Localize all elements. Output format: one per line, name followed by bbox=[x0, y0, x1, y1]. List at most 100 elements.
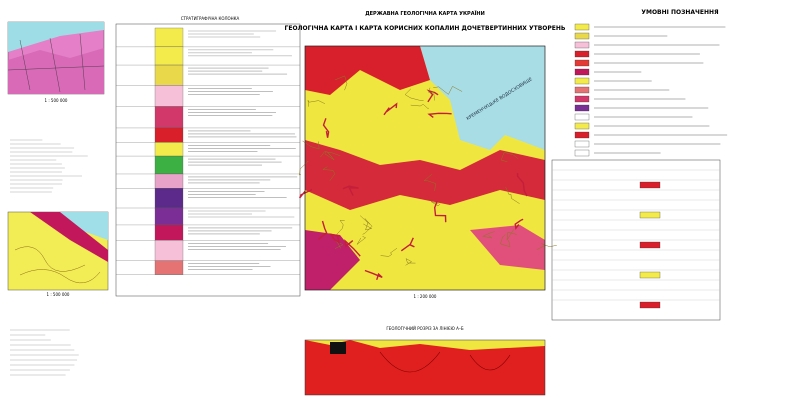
inset-water bbox=[8, 22, 104, 52]
map-contour bbox=[299, 188, 313, 199]
map-contour bbox=[505, 186, 520, 204]
map-contour bbox=[322, 166, 336, 181]
column-frame bbox=[115, 23, 301, 297]
map-frame bbox=[304, 45, 546, 291]
table-swatch bbox=[639, 211, 661, 219]
map-contour bbox=[405, 258, 416, 266]
legend-swatch bbox=[574, 32, 590, 40]
map-contour bbox=[307, 100, 326, 107]
map-contour bbox=[360, 215, 373, 231]
legend-swatch bbox=[574, 50, 590, 58]
column-unit bbox=[154, 155, 184, 175]
sheet-agency: ДЕРЖАВНА ГЕОЛОГІЧНА КАРТА УКРАЇНИ bbox=[365, 10, 485, 17]
map-contour bbox=[427, 112, 452, 118]
map-contour bbox=[302, 140, 320, 150]
section-body bbox=[330, 342, 346, 354]
column-unit bbox=[154, 27, 184, 48]
map-contour bbox=[324, 150, 335, 161]
inset-bottom: 1 : 500 000 bbox=[7, 211, 109, 297]
sheet-title: ГЕОЛОГІЧНА КАРТА І КАРТА КОРИСНИХ КОПАЛИ… bbox=[285, 25, 566, 32]
column-unit bbox=[154, 173, 184, 189]
map-contour bbox=[516, 173, 528, 197]
column-rows bbox=[116, 27, 300, 275]
map-water bbox=[420, 46, 545, 150]
map-contour bbox=[433, 200, 447, 223]
map-contour bbox=[423, 174, 436, 192]
map-contour bbox=[298, 160, 309, 176]
inset-scale: 1 : 500 000 bbox=[47, 292, 70, 297]
legend-swatch bbox=[574, 104, 590, 112]
column-unit bbox=[154, 64, 184, 86]
section-title: ГЕОЛОГІЧНИЙ РОЗРІЗ ЗА ЛІНІЄЮ А–Б bbox=[386, 326, 464, 331]
legend-rows bbox=[574, 23, 728, 157]
table-swatch bbox=[639, 271, 661, 279]
map-contour bbox=[334, 75, 348, 91]
legend-swatch bbox=[574, 140, 590, 148]
inset-top: 1 : 500 000 bbox=[7, 21, 105, 103]
legend-table-rows bbox=[552, 169, 720, 309]
legend-swatch bbox=[574, 23, 590, 31]
map-contour bbox=[404, 88, 424, 101]
legend: УМОВНІ ПОЗНАЧЕННЯ bbox=[551, 9, 728, 321]
inset-notes bbox=[10, 139, 88, 376]
table-swatch bbox=[639, 181, 661, 189]
map-contour bbox=[329, 233, 341, 244]
cross-section: ГЕОЛОГІЧНИЙ РОЗРІЗ ЗА ЛІНІЄЮ А–Б bbox=[304, 326, 546, 396]
map-contour bbox=[410, 103, 429, 110]
map-contour bbox=[342, 185, 359, 196]
map-contour bbox=[356, 236, 367, 245]
map-contour bbox=[506, 229, 517, 241]
map-contour bbox=[430, 201, 441, 207]
column-unit bbox=[154, 85, 184, 107]
map-contour bbox=[400, 237, 415, 252]
map-unit bbox=[305, 46, 430, 95]
table-swatch bbox=[639, 301, 661, 309]
map-contour bbox=[481, 231, 495, 239]
section-faults bbox=[379, 351, 511, 373]
map-contour bbox=[433, 86, 463, 95]
map-streams bbox=[298, 75, 557, 281]
column-unit bbox=[154, 188, 184, 209]
inset-scale: 1 : 500 000 bbox=[45, 98, 68, 103]
column-unit bbox=[154, 142, 184, 157]
map-contour bbox=[319, 151, 341, 158]
map-contour bbox=[383, 102, 398, 116]
inset-faults bbox=[7, 33, 105, 93]
map-contour bbox=[514, 218, 524, 230]
map-unit bbox=[470, 225, 545, 270]
legend-swatch bbox=[574, 77, 590, 85]
column-title: СТРАТИГРАФІЧНА КОЛОНКА bbox=[181, 16, 240, 21]
legend-title: УМОВНІ ПОЗНАЧЕННЯ bbox=[641, 9, 719, 16]
legend-swatch bbox=[574, 59, 590, 67]
map-scale: 1 : 200 000 bbox=[414, 294, 437, 299]
map-contour bbox=[318, 220, 328, 240]
map-contour bbox=[380, 247, 398, 257]
column-unit bbox=[154, 127, 184, 143]
column-unit bbox=[154, 224, 184, 241]
column-unit bbox=[154, 46, 184, 66]
legend-swatch bbox=[574, 122, 590, 130]
section-frame bbox=[304, 339, 546, 396]
map-contour bbox=[344, 239, 361, 257]
column-unit bbox=[154, 240, 184, 261]
legend-swatch bbox=[574, 41, 590, 49]
map-contour bbox=[362, 218, 373, 235]
table-swatch bbox=[639, 241, 661, 249]
section-cover bbox=[305, 340, 545, 350]
main-map: КРЕМЕНЧУЦЬКЕ ВОДОСХОВИЩЕ 1 : 200 000 bbox=[298, 45, 557, 299]
legend-swatch bbox=[574, 149, 590, 157]
map-contour bbox=[335, 220, 345, 236]
map-contour bbox=[428, 87, 435, 101]
legend-swatch bbox=[574, 113, 590, 121]
inset-zone bbox=[30, 212, 108, 262]
legend-swatch bbox=[574, 131, 590, 139]
map-contour bbox=[500, 234, 511, 248]
column-unit bbox=[154, 260, 184, 275]
map-contour bbox=[322, 118, 330, 138]
map-contour bbox=[364, 269, 383, 281]
legend-swatch bbox=[574, 95, 590, 103]
legend-swatch bbox=[574, 86, 590, 94]
map-contour bbox=[500, 152, 519, 163]
map-unit bbox=[305, 140, 545, 210]
